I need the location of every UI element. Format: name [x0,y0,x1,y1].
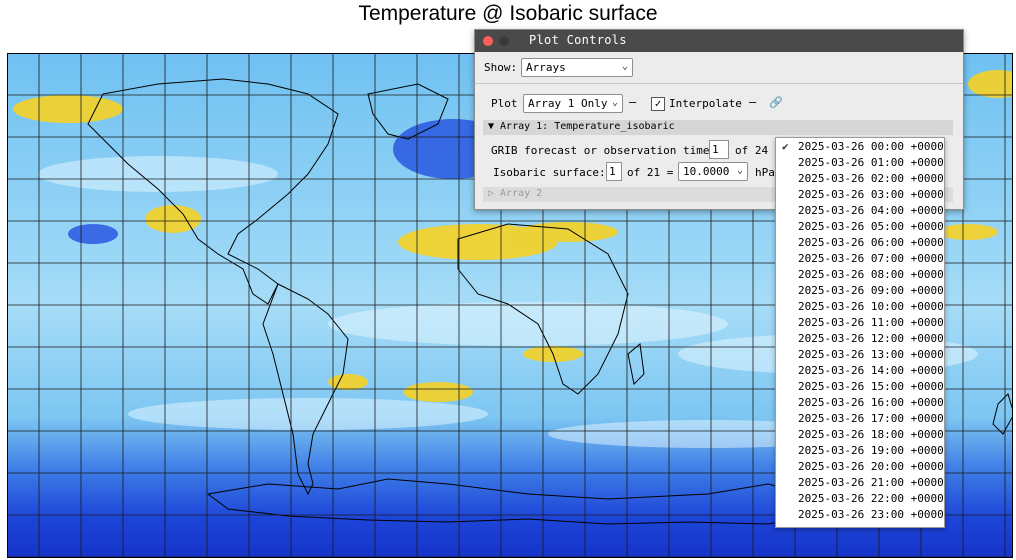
window-title: Plot Controls [529,33,627,47]
dash-separator: — [629,95,637,109]
interpolate-checkbox[interactable]: ✓ [651,97,665,111]
dropdown-option[interactable]: 2025-03-26 15:00 +0000 [798,380,944,393]
show-label: Show: [484,61,518,74]
surface-label: Isobaric surface: [493,166,606,179]
dropdown-option[interactable]: 2025-03-26 13:00 +0000 [798,348,944,361]
dropdown-option[interactable]: 2025-03-26 08:00 +0000 [798,268,944,281]
plot-controls-window[interactable]: Plot Controls Show: Arrays ⌄ Plot Array … [474,29,964,210]
show-select-value: Arrays [526,61,566,74]
chevron-down-icon: ⌄ [611,97,618,108]
dropdown-option[interactable]: 2025-03-26 09:00 +0000 [798,284,944,297]
dropdown-option[interactable]: 2025-03-26 23:00 +0000 [798,508,944,521]
dropdown-option[interactable]: 2025-03-26 10:00 +0000 [798,300,944,313]
time-dropdown-list[interactable]: ✔ 2025-03-26 00:00 +0000 2025-03-26 01:0… [775,137,945,528]
dropdown-option[interactable]: 2025-03-26 04:00 +0000 [798,204,944,217]
checkmark-icon: ✔ [782,140,789,153]
dropdown-option[interactable]: 2025-03-26 20:00 +0000 [798,460,944,473]
interpolate-label: Interpolate [669,97,742,110]
show-select[interactable]: Arrays ⌄ [521,58,633,77]
plot-select[interactable]: Array 1 Only ⌄ [523,94,623,113]
time-index-spinner[interactable]: 1 [709,140,729,159]
time-of-label: of 24 = [735,144,782,157]
surface-select-value: 10.0000 [683,165,730,178]
surface-index-spinner[interactable]: 1 [606,162,622,181]
dropdown-option[interactable]: 2025-03-26 07:00 +0000 [798,252,944,265]
dropdown-option[interactable]: 2025-03-26 12:00 +0000 [798,332,944,345]
dropdown-option[interactable]: 2025-03-26 06:00 +0000 [798,236,944,249]
dropdown-option[interactable]: 2025-03-26 21:00 +0000 [798,476,944,489]
dropdown-option[interactable]: 2025-03-26 14:00 +0000 [798,364,944,377]
dropdown-option[interactable]: 2025-03-26 00:00 +0000 [798,140,944,153]
array1-section-header[interactable]: ▼ Array 1: Temperature_isobaric [483,120,953,135]
plot-title: Temperature @ Isobaric surface [358,2,658,25]
dropdown-option[interactable]: 2025-03-26 03:00 +0000 [798,188,944,201]
chevron-down-icon: ⌄ [736,165,743,176]
time-label: GRIB forecast or observation time: [491,144,717,157]
warm-patches [13,70,1012,402]
minimize-button[interactable] [499,36,509,46]
plot-label: Plot [491,97,518,110]
plot-select-value: Array 1 Only [528,97,608,110]
dropdown-option[interactable]: 2025-03-26 05:00 +0000 [798,220,944,233]
dropdown-option[interactable]: 2025-03-26 02:00 +0000 [798,172,944,185]
dropdown-option[interactable]: 2025-03-26 18:00 +0000 [798,428,944,441]
dash-separator: — [749,95,757,109]
window-titlebar[interactable]: Plot Controls [475,30,963,52]
dropdown-option[interactable]: 2025-03-26 11:00 +0000 [798,316,944,329]
dropdown-option[interactable]: 2025-03-26 17:00 +0000 [798,412,944,425]
dropdown-option[interactable]: 2025-03-26 16:00 +0000 [798,396,944,409]
link-icon[interactable]: 🔗 [769,96,783,109]
dropdown-option[interactable]: 2025-03-26 22:00 +0000 [798,492,944,505]
surface-of-label: of 21 = [627,166,674,179]
surface-unit: hPa [755,166,775,179]
close-button[interactable] [483,36,493,46]
surface-select[interactable]: 10.0000 ⌄ [678,162,748,181]
dropdown-option[interactable]: 2025-03-26 01:00 +0000 [798,156,944,169]
dropdown-option[interactable]: 2025-03-26 19:00 +0000 [798,444,944,457]
chevron-down-icon: ⌄ [621,61,628,72]
divider [475,83,963,84]
